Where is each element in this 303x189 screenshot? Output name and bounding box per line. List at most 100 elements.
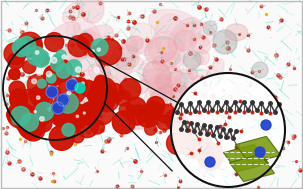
Circle shape (95, 39, 122, 65)
Circle shape (11, 106, 30, 126)
Circle shape (62, 55, 66, 59)
Circle shape (36, 116, 52, 132)
Circle shape (67, 91, 71, 95)
Ellipse shape (174, 30, 196, 52)
Ellipse shape (187, 102, 214, 133)
Ellipse shape (150, 66, 181, 104)
Circle shape (66, 79, 78, 91)
Circle shape (90, 77, 116, 104)
Circle shape (61, 101, 64, 103)
Ellipse shape (60, 47, 78, 73)
Circle shape (95, 88, 119, 112)
Circle shape (45, 33, 64, 51)
Circle shape (184, 125, 205, 146)
Circle shape (52, 55, 61, 64)
Circle shape (32, 79, 36, 84)
Ellipse shape (63, 52, 93, 76)
Circle shape (115, 90, 131, 106)
Circle shape (70, 78, 76, 84)
Circle shape (157, 115, 171, 130)
Ellipse shape (148, 9, 197, 36)
Ellipse shape (143, 61, 171, 90)
Circle shape (49, 125, 74, 150)
Circle shape (76, 115, 78, 118)
Circle shape (83, 112, 85, 114)
Ellipse shape (191, 75, 208, 94)
Circle shape (202, 154, 218, 171)
Circle shape (57, 62, 67, 72)
Polygon shape (229, 154, 275, 182)
Circle shape (66, 103, 85, 122)
Circle shape (145, 123, 156, 135)
Ellipse shape (171, 69, 212, 102)
Ellipse shape (168, 17, 201, 53)
Circle shape (68, 36, 89, 57)
Circle shape (198, 144, 223, 170)
Circle shape (7, 102, 34, 128)
Ellipse shape (153, 52, 181, 70)
Circle shape (21, 113, 38, 131)
Circle shape (63, 100, 76, 113)
Circle shape (94, 67, 99, 72)
Circle shape (92, 102, 114, 125)
Circle shape (34, 111, 36, 113)
Ellipse shape (95, 55, 111, 77)
Circle shape (144, 114, 155, 124)
Circle shape (81, 102, 100, 121)
Ellipse shape (225, 24, 248, 41)
Polygon shape (235, 136, 281, 164)
Circle shape (16, 89, 43, 116)
Ellipse shape (193, 115, 228, 134)
Circle shape (63, 106, 87, 130)
Ellipse shape (130, 23, 161, 56)
Circle shape (98, 89, 115, 106)
Circle shape (55, 54, 63, 62)
Circle shape (32, 50, 50, 67)
Ellipse shape (151, 88, 172, 110)
Circle shape (28, 107, 49, 128)
Ellipse shape (167, 71, 188, 92)
Circle shape (62, 123, 75, 136)
Ellipse shape (62, 2, 84, 23)
Circle shape (72, 131, 84, 143)
Circle shape (203, 143, 224, 164)
Ellipse shape (125, 116, 151, 130)
Polygon shape (223, 144, 268, 172)
Ellipse shape (124, 39, 154, 53)
Ellipse shape (148, 77, 167, 101)
Circle shape (213, 30, 237, 54)
Ellipse shape (104, 83, 122, 104)
Circle shape (75, 114, 99, 138)
Circle shape (35, 102, 54, 121)
Circle shape (68, 91, 78, 102)
Circle shape (165, 109, 187, 131)
Circle shape (51, 58, 64, 71)
Ellipse shape (184, 54, 204, 67)
Ellipse shape (53, 43, 72, 69)
Ellipse shape (74, 17, 103, 60)
Circle shape (23, 60, 36, 74)
Ellipse shape (195, 49, 209, 65)
Circle shape (96, 95, 109, 108)
Ellipse shape (126, 36, 143, 51)
Circle shape (36, 53, 48, 65)
Circle shape (52, 102, 64, 114)
Ellipse shape (145, 36, 177, 64)
Circle shape (105, 83, 124, 103)
Circle shape (49, 53, 53, 57)
Circle shape (17, 36, 36, 55)
Circle shape (4, 43, 26, 65)
Circle shape (137, 105, 158, 127)
Circle shape (181, 136, 201, 156)
Ellipse shape (142, 69, 175, 90)
Circle shape (252, 62, 268, 78)
Ellipse shape (77, 0, 104, 23)
Ellipse shape (50, 22, 80, 42)
Circle shape (77, 104, 98, 125)
Circle shape (10, 89, 28, 107)
Circle shape (54, 114, 65, 124)
Circle shape (95, 75, 107, 87)
Circle shape (50, 87, 61, 98)
Circle shape (50, 59, 72, 82)
Circle shape (128, 105, 148, 125)
